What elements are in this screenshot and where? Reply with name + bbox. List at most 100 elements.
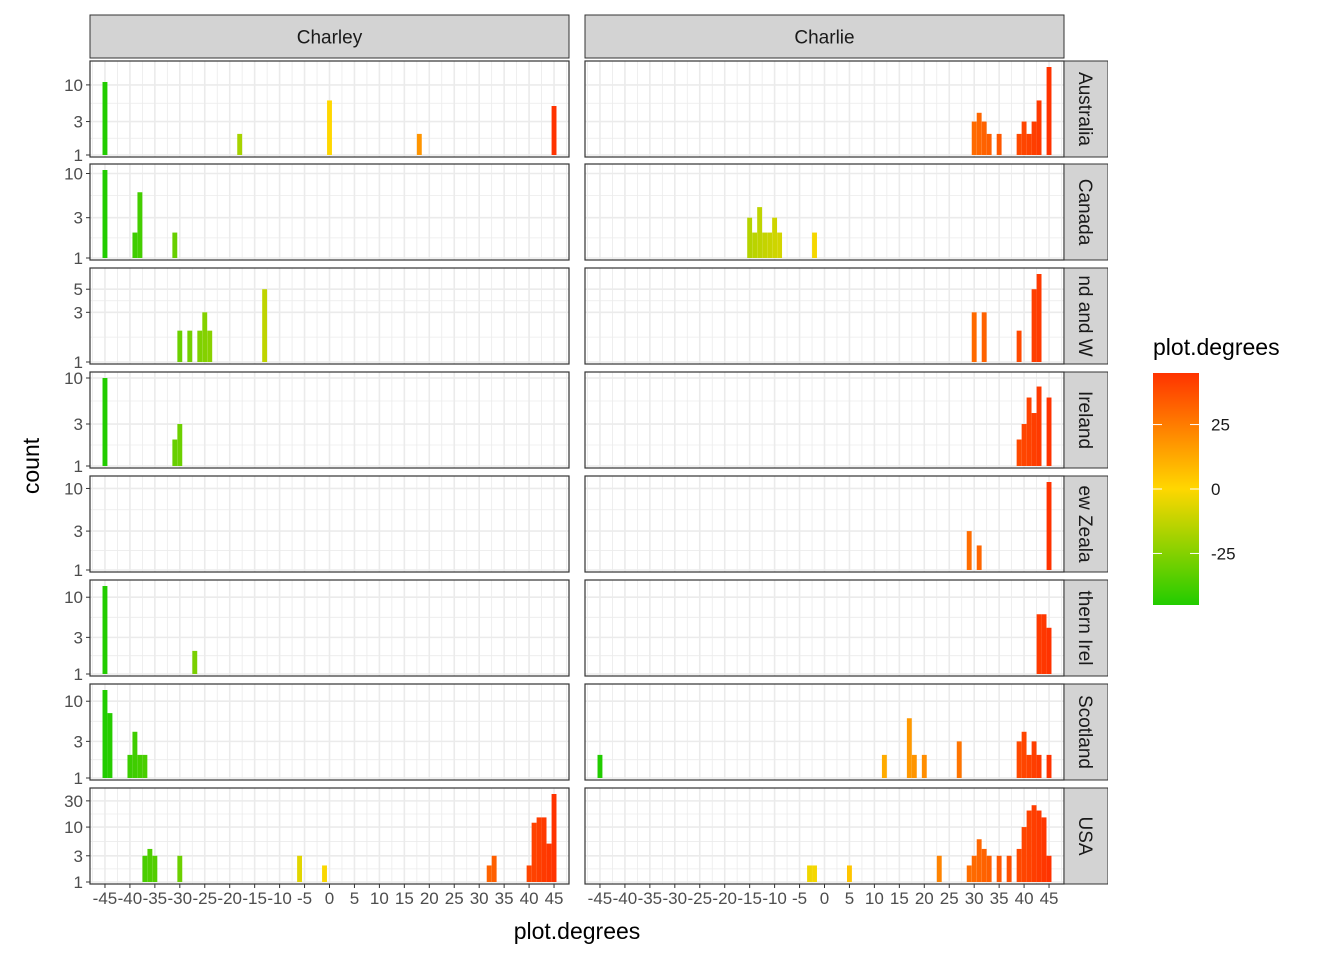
row-strip-background <box>1064 163 1108 261</box>
bar <box>757 207 763 258</box>
facet-panels: Charley Charlie 1 3 10 Australia 1 3 10 Canada 1 3 5… <box>64 14 1108 892</box>
bar <box>1031 805 1037 882</box>
bar <box>1021 731 1027 778</box>
bar <box>102 586 108 674</box>
bar <box>981 848 987 882</box>
y-tick-label: 3 <box>74 847 83 866</box>
bar <box>1031 413 1037 466</box>
panel-scotland-charley <box>89 683 570 781</box>
panel-usa-charley <box>89 787 570 885</box>
panel-canada-charley <box>89 163 570 261</box>
x-tick-label: 40 <box>520 889 539 908</box>
bar <box>1021 121 1027 155</box>
row-strip-background <box>1064 267 1108 365</box>
facet-strip-charley <box>89 14 570 59</box>
bar <box>906 718 912 778</box>
panel-border <box>89 267 570 365</box>
bar <box>1041 614 1047 674</box>
bar <box>102 378 108 466</box>
y-tick-label: 10 <box>64 588 83 607</box>
y-tick-label: 10 <box>64 479 83 498</box>
bar <box>322 865 327 882</box>
bar <box>1021 424 1027 466</box>
x-tick-label: 20 <box>915 889 934 908</box>
facet-row-strip: Ireland <box>1064 371 1108 469</box>
bar <box>1046 482 1052 570</box>
bar <box>981 312 987 362</box>
x-tick-label: -15 <box>242 889 267 908</box>
bar <box>127 754 133 778</box>
facet-row-strip: Scotland <box>1064 683 1108 781</box>
bar <box>491 855 497 882</box>
bar <box>1036 614 1042 674</box>
y-tick-label: 3 <box>74 522 83 541</box>
bar <box>531 822 537 882</box>
row-strip-label: ew Zeala <box>1074 485 1095 563</box>
row-strip-background <box>1064 60 1108 158</box>
bar <box>966 531 972 570</box>
bar <box>1031 741 1037 778</box>
y-tick-label: 3 <box>74 732 83 751</box>
panel-northern-ireland-charlie <box>584 579 1065 677</box>
bar <box>911 754 917 778</box>
bar <box>1036 274 1042 362</box>
bar <box>177 330 183 362</box>
x-tick-label: -35 <box>638 889 663 908</box>
bar <box>1026 810 1032 882</box>
bar <box>327 100 332 155</box>
bar <box>102 170 108 258</box>
bar <box>1016 133 1022 155</box>
legend-label: -25 <box>1211 544 1236 563</box>
bar <box>812 232 817 258</box>
x-tick-label: 25 <box>445 889 464 908</box>
bar <box>1036 386 1042 466</box>
x-tick-label: -40 <box>613 889 638 908</box>
y-tick-label: 1 <box>74 457 83 476</box>
bar <box>996 133 1002 155</box>
facet-row-strip: ew Zeala <box>1064 475 1108 573</box>
bar <box>1046 855 1052 882</box>
y-tick-label: 5 <box>74 280 83 299</box>
row-strip-background <box>1064 579 1108 677</box>
y-tick-label: 3 <box>74 415 83 434</box>
panel-border <box>89 371 570 469</box>
bar <box>1036 100 1042 155</box>
bar <box>541 817 547 882</box>
bar <box>966 865 972 882</box>
x-tick-label: 20 <box>420 889 439 908</box>
y-tick-label: 1 <box>74 146 83 165</box>
legend-title: plot.degrees <box>1153 334 1280 360</box>
bar <box>597 754 603 778</box>
bar <box>1046 397 1052 466</box>
bar <box>147 848 153 882</box>
panel-australia-charlie <box>584 60 1065 158</box>
y-tick-label: 3 <box>74 209 83 228</box>
x-tick-label: 5 <box>350 889 359 908</box>
row-strip-label: Canada <box>1074 179 1095 246</box>
row-strip-background <box>1064 683 1108 781</box>
x-tick-label: 45 <box>545 889 564 908</box>
bar <box>172 439 178 466</box>
row-strip-label: USA <box>1074 816 1095 855</box>
bar <box>192 650 198 674</box>
bar <box>1046 754 1052 778</box>
x-tick-label: -15 <box>737 889 762 908</box>
bar <box>142 754 148 778</box>
x-tick-label: -25 <box>192 889 217 908</box>
color-legend: plot.degrees 25 0 -25 <box>1153 334 1280 605</box>
panel-new-zealand-charlie <box>584 475 1065 573</box>
facet-strip-label: Charley <box>297 28 363 49</box>
bar <box>772 217 778 258</box>
x-tick-label: 30 <box>965 889 984 908</box>
x-axis-title: plot.degrees <box>514 918 641 944</box>
y-tick-label: 1 <box>74 769 83 788</box>
bar <box>976 839 982 882</box>
panel-northern-ireland-charley <box>89 579 570 677</box>
x-tick-label: -20 <box>217 889 242 908</box>
x-tick-label: 10 <box>865 889 884 908</box>
x-tick-label: -40 <box>118 889 143 908</box>
y-tick-label: 30 <box>64 792 83 811</box>
bar <box>172 232 178 258</box>
bar <box>551 105 557 155</box>
bar <box>132 232 138 258</box>
